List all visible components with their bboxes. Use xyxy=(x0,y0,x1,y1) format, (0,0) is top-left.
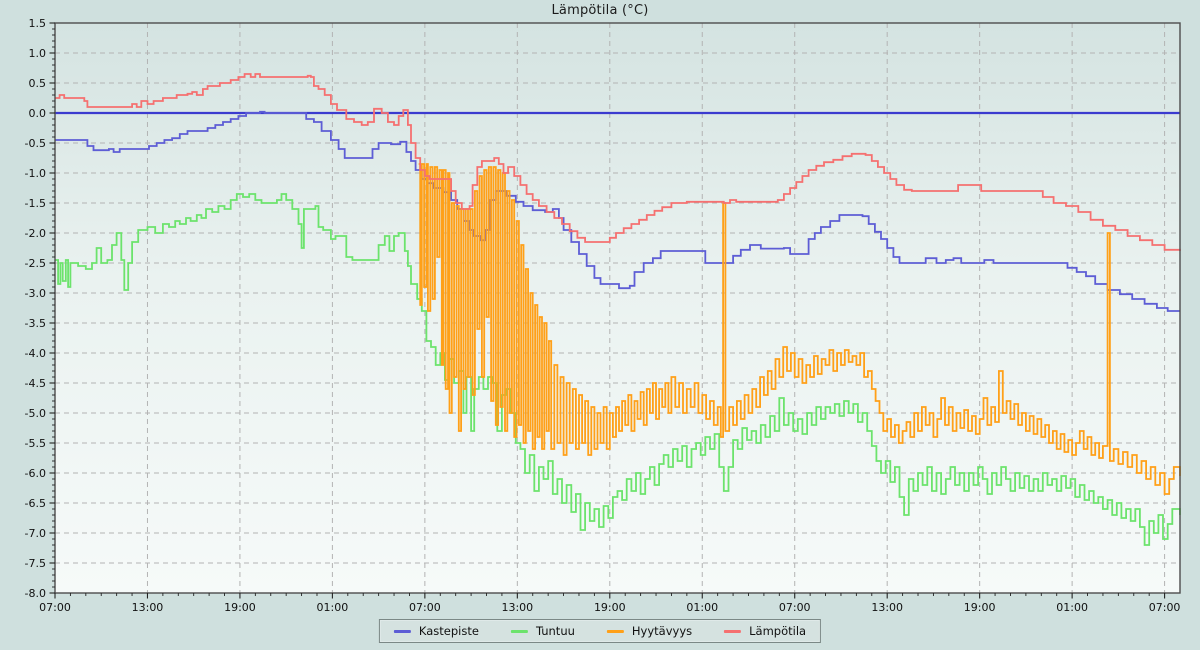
y-tick-label: -4.0 xyxy=(25,347,46,360)
legend-swatch-lmptila xyxy=(724,629,742,633)
legend-swatch-kastepiste xyxy=(393,629,411,633)
y-tick-label: 1.5 xyxy=(29,17,47,30)
x-tick-label: 19:00 xyxy=(964,601,996,614)
y-tick-label: -2.0 xyxy=(25,227,46,240)
legend-item-kastepiste: Kastepiste xyxy=(393,624,479,638)
y-tick-label: -3.0 xyxy=(25,287,46,300)
series-line-tuntuu xyxy=(55,193,1181,546)
legend-item-lmptila: Lämpötila xyxy=(724,624,806,638)
y-tick-label: -5.0 xyxy=(25,407,46,420)
legend-label-tuntuu: Tuntuu xyxy=(535,624,575,638)
legend-item-tuntuu: Tuntuu xyxy=(510,624,575,638)
x-tick-label: 19:00 xyxy=(594,601,626,614)
y-tick-label: -6.0 xyxy=(25,467,46,480)
y-tick-label: 0.5 xyxy=(29,77,47,90)
series-line-lmptila xyxy=(55,73,1181,251)
x-tick-label: 07:00 xyxy=(1149,601,1181,614)
y-tick-label: 0.0 xyxy=(29,107,47,120)
legend-label-hyytvyys: Hyytävyys xyxy=(631,624,693,638)
x-tick-label: 13:00 xyxy=(871,601,903,614)
y-tick-label: -0.5 xyxy=(25,137,46,150)
x-tick-label: 07:00 xyxy=(409,601,441,614)
x-tick-label: 01:00 xyxy=(686,601,718,614)
y-tick-label: -6.5 xyxy=(25,497,46,510)
legend-label-kastepiste: Kastepiste xyxy=(418,624,479,638)
plot-background xyxy=(55,23,1180,593)
legend-item-hyytvyys: Hyytävyys xyxy=(606,624,693,638)
y-tick-label: -7.5 xyxy=(25,557,46,570)
y-tick-label: -5.5 xyxy=(25,437,46,450)
y-tick-label: 1.0 xyxy=(29,47,47,60)
legend-swatch-tuntuu xyxy=(510,629,528,633)
y-tick-label: -7.0 xyxy=(25,527,46,540)
plot-border xyxy=(54,22,1181,594)
legend-swatch-hyytvyys xyxy=(606,629,624,633)
x-tick-label: 01:00 xyxy=(317,601,349,614)
y-tick-label: -4.5 xyxy=(25,377,46,390)
y-tick-label: -1.0 xyxy=(25,167,46,180)
chart-legend: Kastepiste Tuntuu Hyytävyys Lämpötila xyxy=(378,619,822,643)
legend-label-lmptila: Lämpötila xyxy=(749,624,807,638)
y-tick-label: -3.5 xyxy=(25,317,46,330)
chart-title: Lämpötila (°C) xyxy=(551,3,649,18)
x-tick-label: 19:00 xyxy=(224,601,256,614)
y-tick-label: -2.5 xyxy=(25,257,46,270)
x-tick-label: 13:00 xyxy=(501,601,533,614)
x-tick-label: 01:00 xyxy=(1056,601,1088,614)
x-tick-label: 07:00 xyxy=(779,601,811,614)
y-tick-label: -1.5 xyxy=(25,197,46,210)
x-tick-label: 07:00 xyxy=(39,601,71,614)
y-tick-label: -8.0 xyxy=(25,587,46,600)
x-tick-label: 13:00 xyxy=(132,601,164,614)
